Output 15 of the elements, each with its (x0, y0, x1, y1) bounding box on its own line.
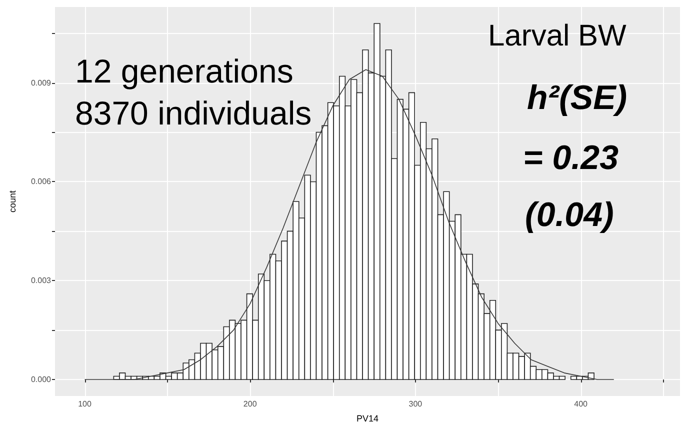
annotation: (0.04) (525, 196, 614, 234)
x-axis-title: PV14 (356, 414, 379, 424)
annotation: Larval BW (488, 20, 628, 52)
y-tick-label: 0.000 (30, 375, 52, 384)
x-tick-label: 100 (78, 400, 92, 408)
y-tick-label: 0.003 (30, 276, 52, 286)
x-tick-label: 200 (243, 400, 258, 408)
annotation: = 0.23 (523, 139, 619, 177)
x-tick-label: 300 (408, 400, 423, 408)
x-tick-label: 400 (574, 400, 588, 408)
y-axis-title: count (8, 190, 18, 213)
annotation: h²(SE) (527, 79, 628, 117)
y-tick-label: 0.006 (30, 177, 52, 186)
y-tick-label: 0.009 (30, 78, 52, 88)
annotation: 12 generations 8370 individuals (75, 52, 312, 132)
